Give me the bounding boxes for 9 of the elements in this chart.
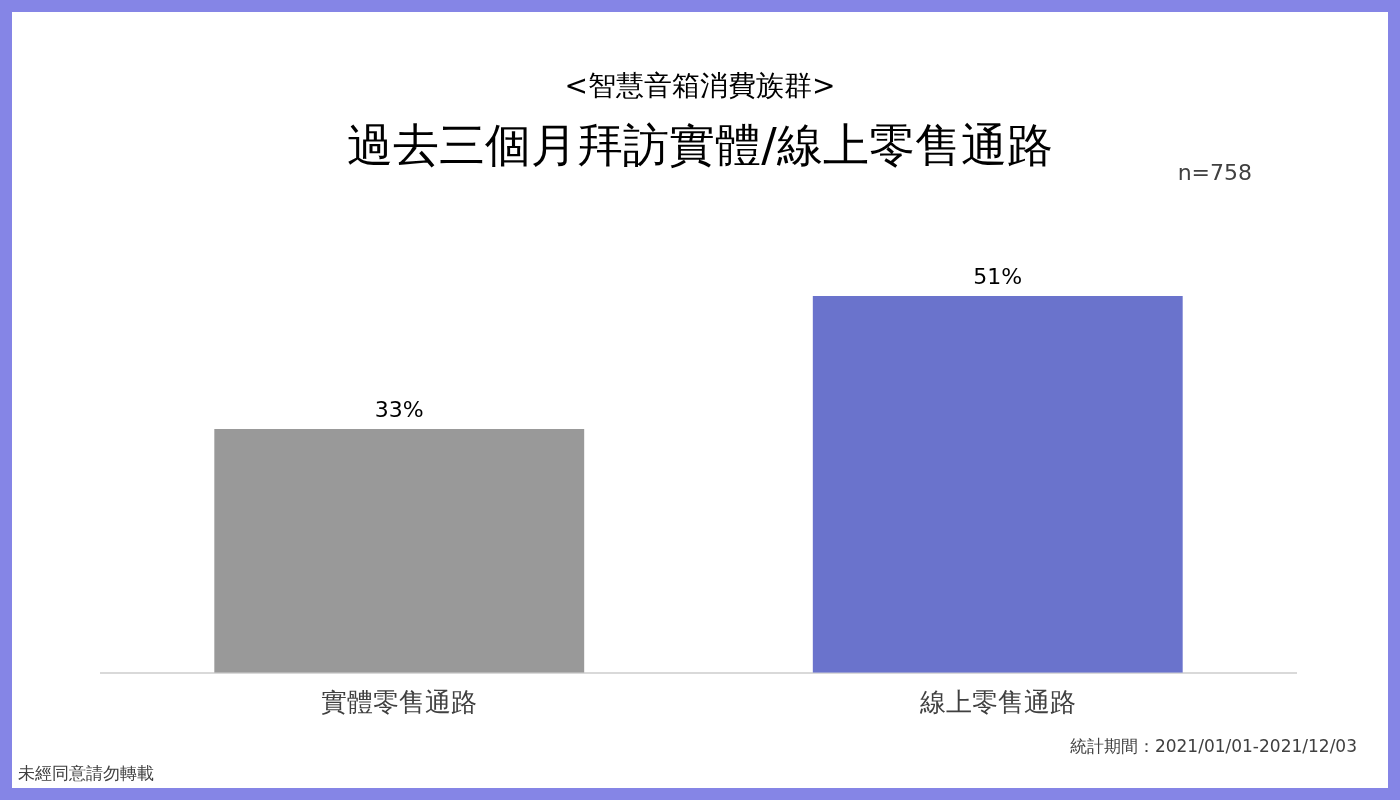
x-tick-label: 線上零售通路	[918, 687, 1076, 718]
text: 統計期間：2021/01/01-2021/12/03	[1069, 736, 1357, 756]
text: 未經同意請勿轉載	[18, 763, 154, 783]
x-tick-label: 實體零售通路	[321, 687, 478, 718]
chart-title: 過去三個月拜訪實體/線上零售通路	[347, 118, 1053, 172]
data-label: 33%	[374, 396, 424, 422]
text: n=758	[1177, 160, 1252, 186]
chart-subtitle: <智慧音箱消費族群>	[563, 69, 837, 103]
data-label: 51%	[973, 263, 1023, 289]
